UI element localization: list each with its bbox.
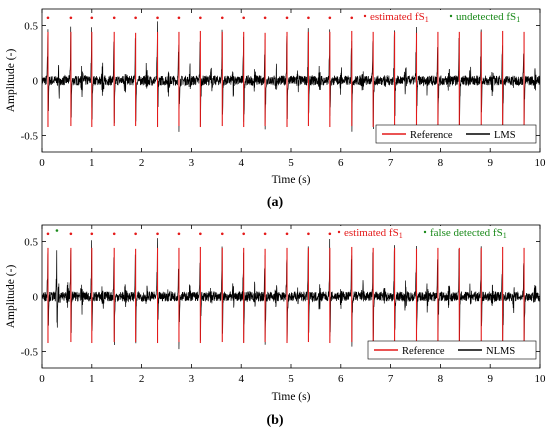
x-tick-label: 10 — [535, 373, 547, 385]
x-tick-label: 1 — [89, 373, 95, 385]
estimated-marker — [69, 16, 73, 20]
estimated-marker — [46, 16, 50, 20]
y-tick-label: -0.5 — [21, 347, 39, 359]
legend-box — [375, 124, 537, 144]
y-tick-label: 0.5 — [24, 237, 38, 249]
legend-box — [367, 340, 537, 360]
annotation-legend-text: false detected fS — [430, 227, 503, 239]
estimated-marker — [199, 16, 202, 20]
annotation-legend-bg — [334, 226, 538, 241]
estimated-marker — [112, 16, 116, 20]
estimated-marker — [220, 16, 224, 20]
estimated-marker — [134, 16, 137, 20]
x-tick-label: 8 — [438, 373, 444, 385]
estimated-marker — [90, 16, 94, 20]
estimated-marker — [242, 16, 245, 20]
annotation-legend-text: undetected fS — [456, 11, 516, 23]
panel-caption: (b) — [266, 413, 283, 428]
x-tick-label: 6 — [338, 373, 344, 385]
y-axis-label: Amplitude (-) — [5, 265, 17, 329]
x-tick-label: 9 — [487, 157, 493, 169]
x-tick-label: 4 — [238, 157, 244, 169]
y-tick-label: -0.5 — [21, 131, 39, 143]
x-tick-label: 2 — [139, 373, 145, 385]
annotation-legend-label: estimated fS1 — [344, 227, 403, 240]
estimated-marker — [69, 232, 73, 236]
annotation-legend-label: false detected fS1 — [430, 227, 507, 240]
estimated-marker — [285, 232, 289, 236]
legend-label: Reference — [410, 130, 453, 141]
panel-caption: (a) — [267, 195, 284, 210]
legend-label: LMS — [494, 130, 516, 141]
annotation-legend-dot — [337, 230, 341, 234]
estimated-marker — [112, 232, 116, 236]
estimated-marker — [156, 232, 159, 236]
estimated-marker — [350, 16, 354, 20]
estimated-marker — [177, 232, 181, 236]
signal-series-line — [42, 238, 540, 350]
chart-panel-a: 0 1 2 3 4 5 6 7 8 9 10 -0.5 0 0.5 Time (s) Amplitude (-… — [5, 8, 547, 210]
x-tick-label: 7 — [388, 373, 394, 385]
x-tick-label: 3 — [189, 157, 195, 169]
annotation-legend-text: estimated fS — [344, 227, 399, 239]
annotation-legend-label: undetected fS1 — [456, 11, 520, 24]
estimated-marker — [177, 16, 181, 20]
estimated-marker — [46, 232, 50, 236]
x-axis-label: Time (s) — [272, 391, 311, 403]
x-tick-label: 2 — [139, 157, 145, 169]
y-tick-label: 0 — [33, 76, 39, 88]
x-tick-label: 0 — [39, 157, 45, 169]
annotation-legend-dot — [363, 14, 367, 18]
annotation-legend-text: estimated fS — [370, 11, 425, 23]
estimated-marker — [307, 232, 310, 236]
y-tick-label: 0 — [33, 292, 39, 304]
legend-label: Reference — [402, 346, 445, 357]
x-tick-label: 4 — [238, 373, 244, 385]
annotation-legend-label: estimated fS1 — [370, 11, 429, 24]
x-tick-label: 3 — [189, 373, 195, 385]
x-tick-label: 5 — [288, 157, 294, 169]
chart-panel-b: 0 1 2 3 4 5 6 7 8 9 10 -0.5 0 0.5 Time (s) Amplitude (-… — [5, 224, 547, 428]
estimated-marker — [220, 232, 224, 236]
estimated-marker — [90, 232, 94, 236]
annotation-legend-bg — [360, 10, 538, 25]
x-tick-label: 5 — [288, 373, 294, 385]
estimated-marker — [242, 232, 245, 236]
x-tick-label: 1 — [89, 157, 95, 169]
annotation-legend-subscript: 1 — [399, 231, 403, 240]
signal-series-line — [42, 21, 540, 137]
y-tick-label: 0.5 — [24, 21, 38, 33]
x-tick-label: 6 — [338, 157, 344, 169]
x-axis-label: Time (s) — [272, 174, 311, 186]
false-detected-marker — [55, 229, 59, 232]
x-tick-label: 8 — [438, 157, 444, 169]
legend-label: NLMS — [486, 346, 515, 357]
annotation-legend-dot — [423, 230, 427, 234]
x-tick-label: 9 — [487, 373, 493, 385]
estimated-marker — [328, 16, 332, 20]
x-tick-label: 10 — [535, 157, 547, 169]
annotation-legend-subscript: 1 — [503, 231, 507, 240]
estimated-marker — [263, 232, 267, 236]
estimated-marker — [134, 232, 137, 236]
x-tick-label: 0 — [39, 373, 45, 385]
estimated-marker — [199, 232, 202, 236]
estimated-marker — [285, 16, 289, 20]
y-axis-label: Amplitude (-) — [5, 49, 17, 113]
estimated-marker — [307, 16, 310, 20]
estimated-marker — [156, 16, 159, 20]
annotation-legend-subscript: 1 — [425, 15, 429, 24]
estimated-marker — [328, 232, 332, 236]
annotation-legend-subscript: 1 — [516, 15, 520, 24]
annotation-legend-dot — [449, 14, 453, 18]
x-tick-label: 7 — [388, 157, 394, 169]
estimated-marker — [263, 16, 267, 20]
